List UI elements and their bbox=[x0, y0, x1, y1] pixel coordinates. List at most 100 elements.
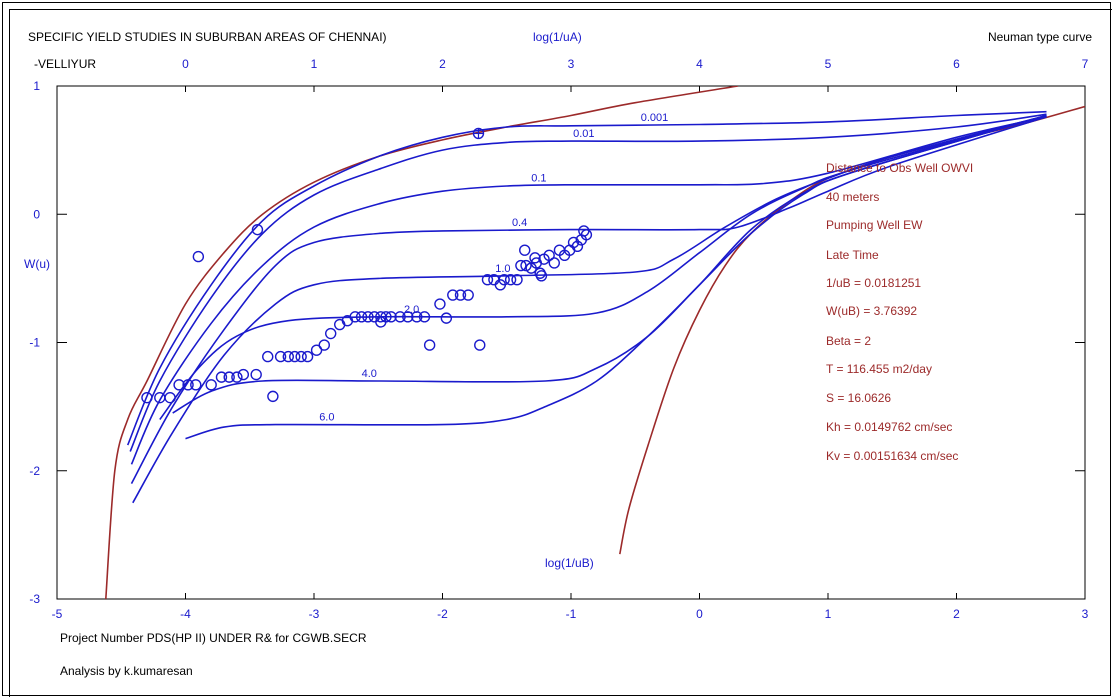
info-line: 1/uB = 0.0181251 bbox=[826, 276, 921, 290]
x-tick-label: -4 bbox=[180, 607, 191, 621]
observation-point bbox=[511, 273, 523, 286]
observation-point bbox=[223, 371, 235, 383]
x-tick-label: 2 bbox=[953, 607, 960, 621]
x2-tick-label: 4 bbox=[696, 57, 703, 71]
observation-point bbox=[567, 236, 580, 249]
observation-point bbox=[519, 244, 531, 256]
observation-point bbox=[418, 311, 431, 323]
type-a-curve bbox=[105, 86, 739, 599]
observation-point bbox=[173, 379, 185, 391]
info-line: Distance to Obs Well OWVI bbox=[826, 161, 973, 175]
info-line: Late Time bbox=[826, 248, 879, 262]
info-line: 40 meters bbox=[826, 190, 879, 204]
curve-label-bg bbox=[566, 128, 601, 140]
y-tick-label: 1 bbox=[33, 79, 40, 93]
observation-point bbox=[262, 350, 274, 363]
observation-point bbox=[355, 311, 368, 323]
observation-point bbox=[462, 289, 474, 301]
y-tick-label: -2 bbox=[29, 464, 40, 478]
observation-point bbox=[318, 339, 330, 351]
type-curve-line bbox=[130, 116, 1047, 465]
observation-point bbox=[192, 250, 205, 263]
observation-point bbox=[385, 311, 397, 323]
observation-point bbox=[274, 350, 287, 363]
type-curves bbox=[105, 86, 1085, 599]
observation-point bbox=[447, 289, 459, 301]
x2-tick-label: 5 bbox=[825, 57, 832, 71]
info-line: Kv = 0.00151634 cm/sec bbox=[826, 449, 958, 463]
observation-point bbox=[334, 318, 346, 331]
x2-tick-label: 3 bbox=[568, 57, 575, 71]
curve-label-bg bbox=[634, 111, 676, 123]
curve-label: 4.0 bbox=[362, 368, 377, 380]
curve-label-bg bbox=[525, 172, 553, 184]
observation-point bbox=[295, 350, 307, 363]
observation-point bbox=[164, 391, 176, 404]
x-tick-label: -3 bbox=[309, 607, 320, 621]
curve-label-bg bbox=[398, 303, 426, 315]
observation-point bbox=[310, 344, 323, 356]
observation-point bbox=[182, 379, 194, 391]
curve-labels: 0.001 0.01 0.1 0.4 1.0 2.0 4.0 6.0 bbox=[313, 111, 676, 424]
curve-label: 0.001 bbox=[641, 112, 669, 124]
x-tick-label: -5 bbox=[52, 607, 63, 621]
inner-frame bbox=[9, 9, 1112, 697]
x2-tick-label: 7 bbox=[1082, 57, 1089, 71]
x-tick-label: 1 bbox=[825, 607, 832, 621]
observation-point bbox=[504, 273, 517, 286]
info-line: T = 116.455 m2/day bbox=[826, 362, 932, 376]
x-tick-label: -2 bbox=[437, 607, 448, 621]
curve-label: 1.0 bbox=[495, 263, 510, 275]
type-curve-line bbox=[126, 110, 1047, 446]
observation-point bbox=[215, 371, 228, 383]
observation-point bbox=[474, 339, 486, 351]
curve-group bbox=[105, 86, 1085, 599]
observation-point bbox=[434, 298, 446, 310]
observation-point bbox=[394, 311, 406, 323]
info-line: S = 16.0626 bbox=[826, 391, 891, 405]
x-tick-label: -1 bbox=[566, 607, 577, 621]
type-curve-line bbox=[129, 113, 1047, 452]
curve-label: 2.0 bbox=[404, 304, 419, 316]
info-line: W(uB) = 3.76392 bbox=[826, 304, 917, 318]
curve-label-bg bbox=[489, 262, 517, 274]
observation-point bbox=[237, 368, 250, 381]
curve-label-bg bbox=[313, 411, 341, 423]
x2-tick-label: 1 bbox=[311, 57, 318, 71]
info-line: Beta = 2 bbox=[826, 334, 871, 348]
observation-point bbox=[580, 229, 593, 241]
x-tick-label: 0 bbox=[696, 607, 703, 621]
curve-label: 0.1 bbox=[531, 172, 546, 184]
observation-point bbox=[205, 379, 217, 391]
observation-points bbox=[141, 127, 593, 404]
observation-point bbox=[349, 311, 361, 323]
observation-point bbox=[267, 390, 279, 403]
curve-label: 6.0 bbox=[319, 412, 334, 424]
observation-point bbox=[141, 391, 153, 404]
observation-point bbox=[423, 339, 436, 351]
top-axis-label: log(1/uA) bbox=[533, 30, 582, 44]
x-axis-label: log(1/uB) bbox=[545, 556, 594, 570]
y-tick-label: -3 bbox=[29, 592, 40, 606]
info-line: Kh = 0.0149762 cm/sec bbox=[826, 420, 952, 434]
observation-point bbox=[282, 350, 294, 363]
observation-point bbox=[571, 240, 584, 253]
x2-tick-label: 2 bbox=[439, 57, 446, 71]
type-curve-line bbox=[159, 114, 1047, 420]
x2-tick-label: 6 bbox=[953, 57, 960, 71]
curve-type-label: Neuman type curve bbox=[988, 30, 1092, 44]
y-axis-label: W(u) bbox=[24, 257, 50, 271]
observation-point bbox=[375, 316, 387, 328]
observation-point bbox=[250, 368, 262, 381]
observation-point bbox=[325, 327, 337, 340]
observation-point bbox=[190, 379, 202, 391]
observation-point bbox=[498, 273, 510, 286]
observation-point bbox=[231, 371, 243, 383]
observation-point bbox=[402, 311, 414, 323]
info-panel: Distance to Obs Well OWVI 40 meters Pump… bbox=[826, 161, 973, 463]
x-tick-label: 3 bbox=[1082, 607, 1089, 621]
observation-point bbox=[543, 249, 555, 261]
observation-point bbox=[529, 252, 541, 264]
observation-point bbox=[301, 350, 314, 363]
observation-point bbox=[251, 223, 264, 236]
